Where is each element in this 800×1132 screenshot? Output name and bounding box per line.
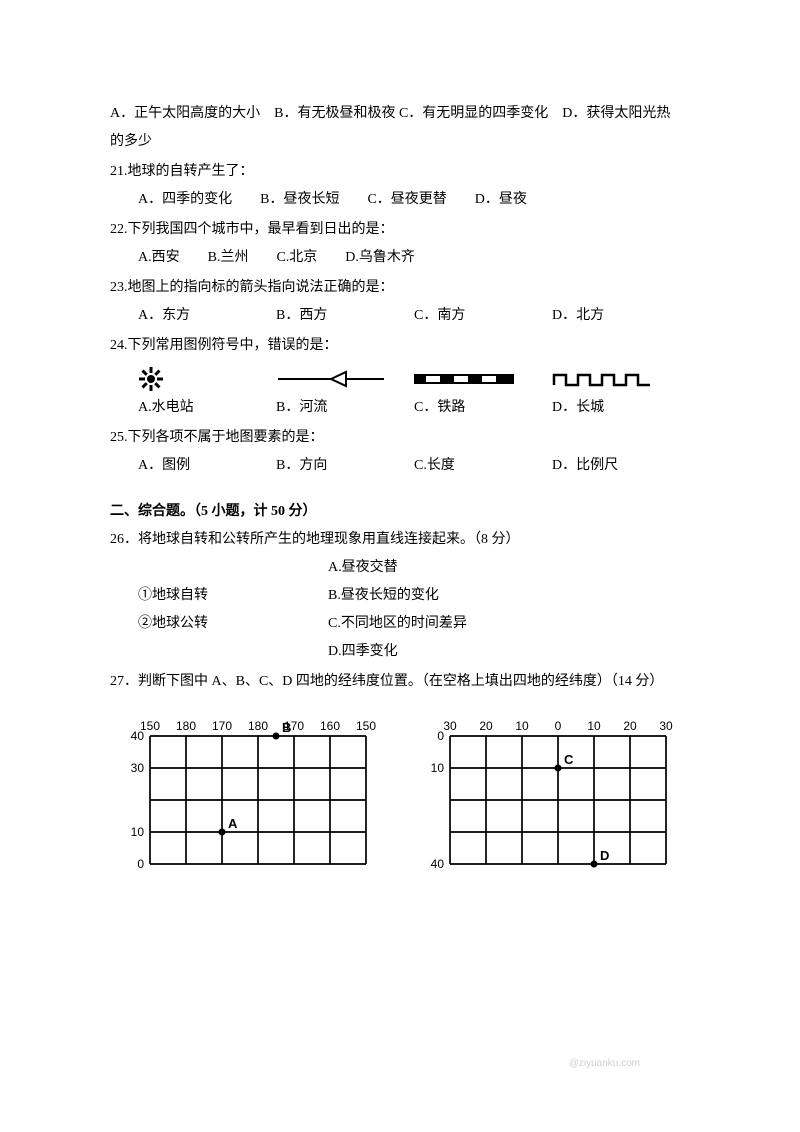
- q25-a: A．图例: [138, 452, 276, 480]
- svg-text:D: D: [600, 848, 609, 863]
- svg-text:10: 10: [515, 719, 529, 733]
- svg-text:10: 10: [131, 825, 145, 839]
- svg-text:0: 0: [137, 857, 144, 871]
- q24-d: D．长城: [552, 394, 690, 422]
- q26: 26．将地球自转和公转所产生的地理现象用直线连接起来。（8 分） A.昼夜交替 …: [110, 526, 690, 666]
- q24-a: A.水电站: [138, 394, 276, 422]
- q24-symbols: [110, 360, 690, 394]
- q24-b: B．河流: [276, 394, 414, 422]
- svg-text:170: 170: [212, 719, 232, 733]
- q25-opts: A．图例 B．方向 C.长度 D．比例尺: [110, 452, 690, 480]
- q23-a: A．东方: [138, 302, 276, 330]
- svg-text:30: 30: [659, 719, 673, 733]
- arrow-line-icon: [276, 366, 386, 392]
- svg-text:10: 10: [587, 719, 601, 733]
- q22: 22.下列我国四个城市中，最早看到日出的是： A.西安 B.兰州 C.北京 D.…: [110, 216, 690, 272]
- symbol-hydropower: [138, 366, 276, 392]
- symbol-railway: [414, 371, 552, 387]
- svg-text:180: 180: [176, 719, 196, 733]
- q20-options: A．正午太阳高度的大小 B．有无极昼和极夜 C．有无明显的四季变化 D．获得太阳…: [110, 100, 690, 156]
- q23-opts: A．东方 B．西方 C．南方 D．北方: [110, 302, 690, 330]
- q24-opts: A.水电站 B．河流 C．铁路 D．长城: [110, 394, 690, 422]
- q23-c: C．南方: [414, 302, 552, 330]
- crenellation-icon: [552, 369, 652, 389]
- q27: 27．判断下图中 A、B、C、D 四地的经纬度位置。（在空格上填出四地的经纬度）…: [110, 668, 690, 696]
- section2-title: 二、综合题。（5 小题，计 50 分）: [110, 498, 690, 526]
- q27-figures: 1501801701801701601504030100AB 302010010…: [110, 716, 690, 886]
- symbol-greatwall: [552, 369, 690, 389]
- svg-text:B: B: [282, 720, 291, 735]
- svg-text:0: 0: [555, 719, 562, 733]
- q25-b: B．方向: [276, 452, 414, 480]
- svg-text:160: 160: [320, 719, 340, 733]
- svg-text:C: C: [564, 752, 574, 767]
- q24-c: C．铁路: [414, 394, 552, 422]
- q26-left-blank2: [138, 638, 328, 666]
- svg-text:20: 20: [623, 719, 637, 733]
- q23-stem: 23.地图上的指向标的箭头指向说法正确的是：: [110, 274, 690, 302]
- watermark: @ziyuanku.com: [569, 1054, 640, 1074]
- q26-left-blank1: [138, 554, 328, 582]
- q25-d: D．比例尺: [552, 452, 690, 480]
- q26-stem: 26．将地球自转和公转所产生的地理现象用直线连接起来。（8 分）: [110, 526, 690, 554]
- q26-a: A.昼夜交替: [328, 554, 398, 582]
- svg-text:30: 30: [131, 761, 145, 775]
- svg-text:20: 20: [479, 719, 493, 733]
- gear-icon: [138, 366, 164, 392]
- q27-stem: 27．判断下图中 A、B、C、D 四地的经纬度位置。（在空格上填出四地的经纬度）…: [110, 668, 690, 696]
- railway-icon: [414, 371, 514, 387]
- q23: 23.地图上的指向标的箭头指向说法正确的是： A．东方 B．西方 C．南方 D．…: [110, 274, 690, 330]
- q26-match: A.昼夜交替 ①地球自转 B.昼夜长短的变化 ②地球公转 C.不同地区的时间差异…: [110, 554, 690, 666]
- q23-b: B．西方: [276, 302, 414, 330]
- svg-text:10: 10: [431, 761, 445, 775]
- q21-opts: A．四季的变化 B．昼夜长短 C．昼夜更替 D．昼夜: [110, 186, 690, 214]
- svg-text:A: A: [228, 816, 238, 831]
- symbol-river: [276, 366, 414, 392]
- q25-c: C.长度: [414, 452, 552, 480]
- q26-left1: ①地球自转: [138, 582, 328, 610]
- q25-stem: 25.下列各项不属于地图要素的是：: [110, 424, 690, 452]
- q22-stem: 22.下列我国四个城市中，最早看到日出的是：: [110, 216, 690, 244]
- svg-text:30: 30: [443, 719, 457, 733]
- q20-line2: 的多少: [110, 128, 690, 156]
- q21-stem: 21.地球的自转产生了：: [110, 158, 690, 186]
- q26-left2: ②地球公转: [138, 610, 328, 638]
- q23-d: D．北方: [552, 302, 690, 330]
- svg-text:150: 150: [356, 719, 376, 733]
- q21: 21.地球的自转产生了： A．四季的变化 B．昼夜长短 C．昼夜更替 D．昼夜: [110, 158, 690, 214]
- q26-c: C.不同地区的时间差异: [328, 610, 467, 638]
- svg-text:0: 0: [437, 729, 444, 743]
- q25: 25.下列各项不属于地图要素的是： A．图例 B．方向 C.长度 D．比例尺: [110, 424, 690, 480]
- svg-text:40: 40: [431, 857, 445, 871]
- svg-text:180: 180: [248, 719, 268, 733]
- grid-figure-2: 302010010203001040CD: [420, 716, 690, 886]
- q24-stem: 24.下列常用图例符号中，错误的是：: [110, 332, 690, 360]
- q20-line1: A．正午太阳高度的大小 B．有无极昼和极夜 C．有无明显的四季变化 D．获得太阳…: [110, 100, 690, 128]
- q24: 24.下列常用图例符号中，错误的是：: [110, 332, 690, 422]
- grid-figure-1: 1501801701801701601504030100AB: [120, 716, 390, 886]
- svg-text:40: 40: [131, 729, 145, 743]
- q26-b: B.昼夜长短的变化: [328, 582, 439, 610]
- q26-d: D.四季变化: [328, 638, 398, 666]
- q22-opts: A.西安 B.兰州 C.北京 D.乌鲁木齐: [110, 244, 690, 272]
